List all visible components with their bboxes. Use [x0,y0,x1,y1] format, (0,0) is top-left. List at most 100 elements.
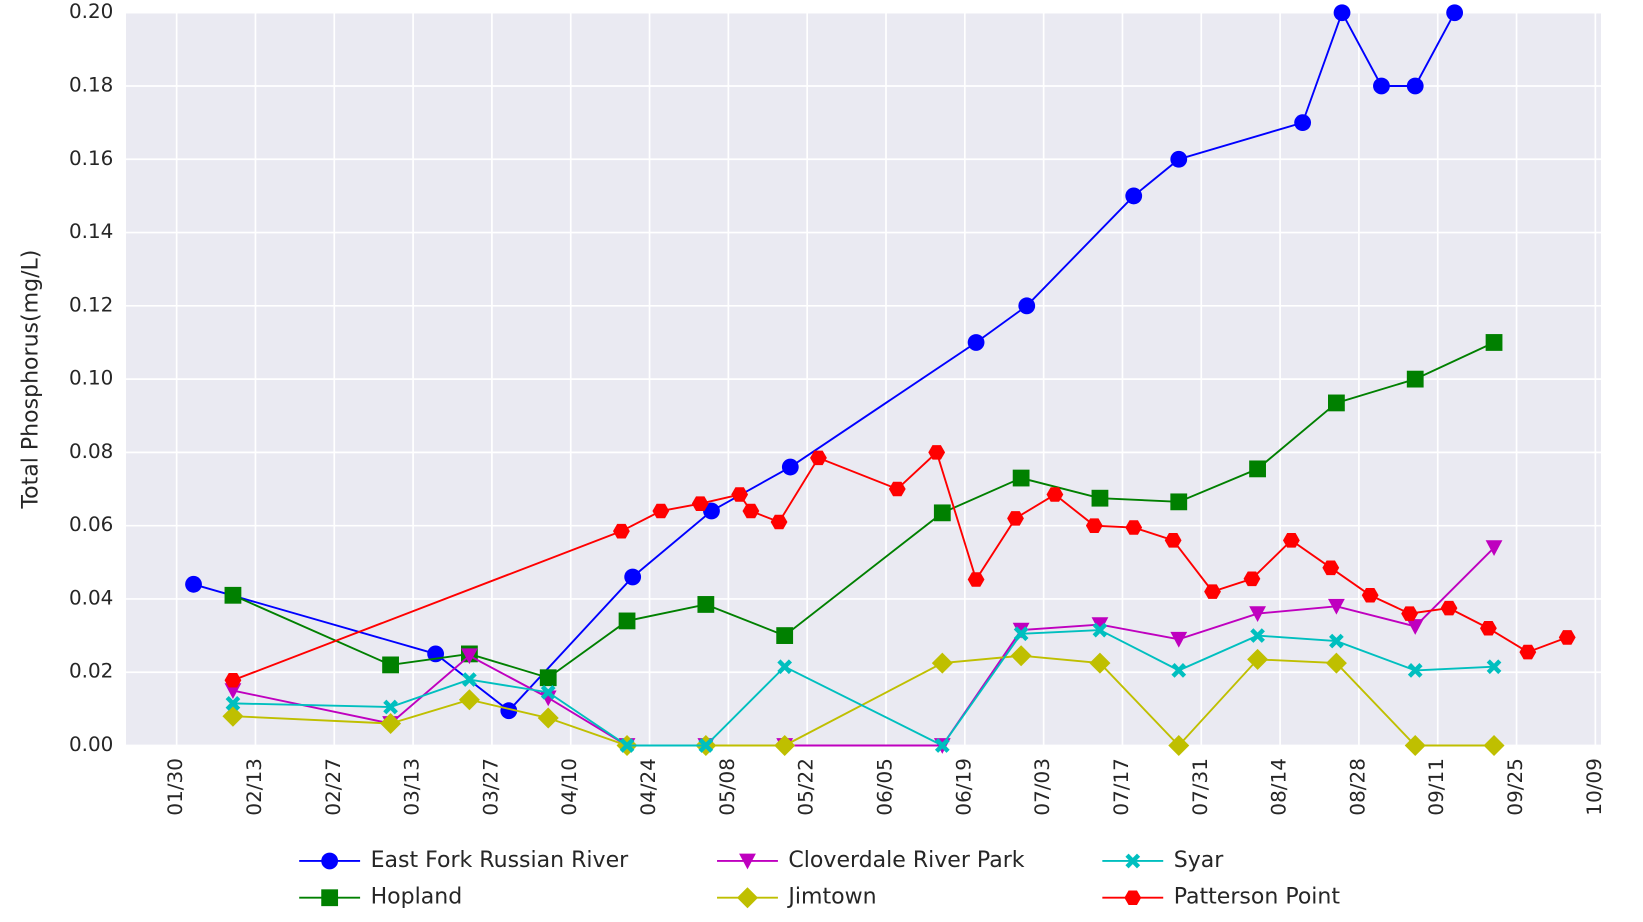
marker [1282,533,1300,548]
legend-label: East Fork Russian River [371,848,630,873]
legend-label: Cloverdale River Park [788,848,1024,873]
x-tick-label: 05/08 [715,758,739,815]
x-tick-label: 05/22 [794,758,818,815]
marker [1168,735,1190,757]
marker [1171,663,1187,678]
x-tick-label: 02/13 [242,758,266,815]
x-tick-label: 03/13 [400,758,424,815]
marker [222,705,244,727]
marker [1440,600,1458,616]
legend-label: Jimtown [786,885,876,910]
marker [1013,626,1029,642]
marker [703,502,720,520]
marker [1406,619,1424,635]
marker [1333,4,1351,22]
marker [461,648,478,665]
y-tick-label: 0.00 [69,732,113,756]
x-tick-label: 08/28 [1345,758,1369,815]
marker [1092,622,1108,638]
marker [540,685,556,700]
marker [1089,652,1111,674]
marker [1446,4,1464,22]
marker [1483,735,1505,757]
marker [1250,628,1265,643]
marker [1091,617,1109,633]
marker [1249,606,1266,623]
marker [1361,588,1379,603]
legend-marker [321,852,339,870]
marker [777,659,793,675]
marker [383,699,398,715]
y-tick-label: 0.02 [69,659,113,683]
marker [1249,460,1266,478]
legend-marker [1124,890,1142,906]
x-tick-label: 09/25 [1503,758,1527,815]
x-tick-label: 04/10 [557,758,581,815]
marker [781,458,799,476]
legend-label: Patterson Point [1174,885,1341,910]
marker [691,496,709,511]
legend-marker [321,889,339,907]
y-tick-label: 0.14 [69,219,113,243]
marker [1407,663,1423,678]
x-tick-label: 08/14 [1267,758,1291,815]
y-tick-label: 0.12 [69,292,113,316]
marker [1204,584,1221,599]
marker [500,702,518,720]
marker [624,568,642,586]
legend-marker [739,853,756,870]
marker [1018,297,1036,315]
legend-label: Hopland [371,885,463,910]
marker [698,738,714,753]
x-tick-label: 06/19 [951,758,975,815]
marker [1519,644,1537,660]
x-tick-label: 04/24 [636,758,660,815]
marker [774,735,796,757]
marker [888,481,906,497]
marker [1373,77,1390,95]
marker [1170,150,1188,168]
marker [224,586,242,604]
marker [742,503,760,519]
y-tick-label: 0.18 [69,72,113,96]
x-tick-label: 02/27 [321,758,345,815]
marker [776,627,794,644]
marker [1170,631,1188,648]
marker [1243,571,1261,587]
marker [1294,114,1312,132]
marker [1329,633,1344,649]
legend: East Fork Russian River Hopland Cloverdale… [299,848,1340,910]
marker [1328,394,1345,412]
marker [731,487,749,502]
marker [934,738,950,753]
marker [382,656,399,674]
marker [1322,560,1340,576]
marker [225,696,241,711]
marker [1012,469,1030,487]
marker [1485,334,1503,351]
marker [462,672,477,687]
marker [539,669,557,687]
marker [458,689,480,711]
y-tick-label: 0.20 [69,0,113,23]
marker [1125,187,1143,205]
marker [1406,77,1424,95]
marker [810,450,827,466]
x-tick-label: 03/27 [478,758,502,815]
marker [1480,620,1497,636]
marker [224,673,242,688]
marker [1401,606,1418,621]
marker [967,572,985,587]
marker [1406,370,1424,388]
marker [619,738,635,753]
y-axis-label: Total Phosphorus(mg/L) [18,250,43,510]
marker [1558,630,1576,645]
marker [1170,493,1188,511]
marker [1485,540,1503,557]
marker [1486,659,1502,675]
legend-label: Syar [1174,848,1225,873]
marker [931,652,953,674]
marker [1085,518,1103,533]
y-tick-label: 0.16 [69,146,113,170]
